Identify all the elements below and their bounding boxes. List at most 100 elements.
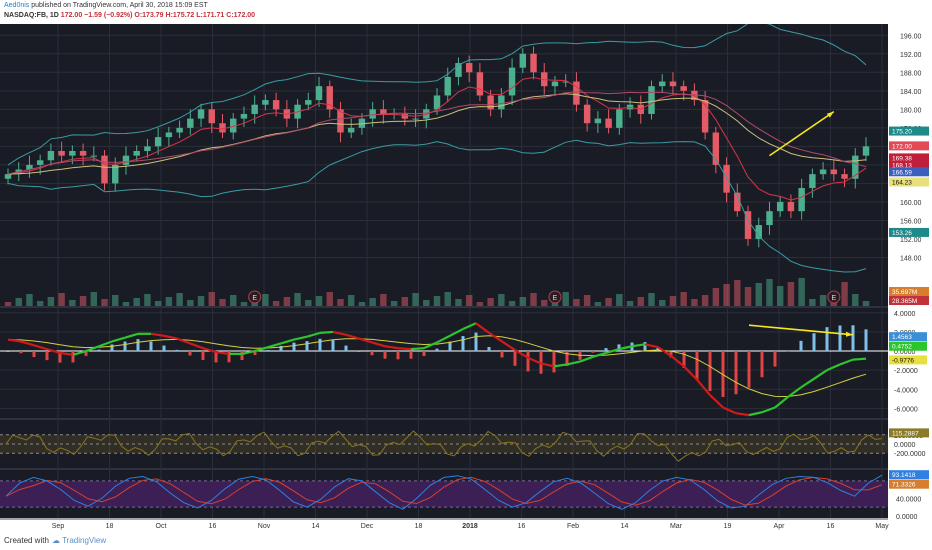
volume-bar <box>519 297 527 306</box>
macd-histogram-bar <box>708 351 712 392</box>
candle-body <box>240 113 248 119</box>
volume-bar <box>90 292 98 306</box>
volume-bar <box>787 282 795 306</box>
macd-histogram-bar <box>110 344 114 352</box>
macd-histogram-bar <box>396 351 400 360</box>
macd-line-segment <box>774 396 789 409</box>
macd-line-segment <box>722 406 737 415</box>
macd-histogram-bar <box>461 336 465 352</box>
macd-line-segment <box>592 351 607 358</box>
low-value: L:171.71 <box>196 12 225 19</box>
tradingview-logo[interactable]: ☁ TradingView <box>52 536 107 545</box>
candle-body <box>723 164 730 193</box>
macd-histogram-bar <box>786 351 790 353</box>
macd-histogram-bar <box>838 325 842 352</box>
macd-line-segment <box>696 379 711 396</box>
volume-bar <box>337 299 344 306</box>
volume-bar <box>755 283 762 306</box>
candle-body <box>508 67 516 96</box>
macd-line-segment <box>124 332 139 339</box>
macd-line-segment <box>761 406 776 414</box>
candle-body <box>605 118 612 128</box>
indicator-label-text: 93.1418 <box>892 472 916 479</box>
price-label-box <box>889 227 929 237</box>
y-tick-label: 4.0000 <box>894 311 916 318</box>
macd-line-segment <box>319 330 334 334</box>
price-label-text: 175.20 <box>892 129 912 136</box>
bollinger-lower <box>7 139 867 273</box>
macd-line-segment <box>527 356 542 365</box>
candle-body <box>852 155 859 179</box>
volume-bar <box>819 295 827 306</box>
macd-histogram-bar <box>149 341 153 352</box>
candle-body <box>798 188 805 212</box>
volume-bar <box>401 297 409 306</box>
candle-body <box>58 151 65 156</box>
macd-line-segment <box>332 330 347 336</box>
volume-bar <box>423 300 430 306</box>
volume-bar <box>305 300 312 306</box>
candle-body <box>766 211 773 226</box>
candle-body <box>26 164 33 170</box>
candle-body <box>79 151 87 156</box>
volume-bar <box>712 288 720 306</box>
volume-bar <box>476 302 484 306</box>
volume-bar <box>701 295 709 306</box>
macd-histogram-bar <box>409 351 413 359</box>
chart-area[interactable]: Sep 18 Oct 16 Nov 14 Dec 18 2018 16 Feb 14 Mar 19 Apr 1… <box>0 20 932 532</box>
macd-line-segment <box>33 344 48 351</box>
macd-histogram-bar <box>734 351 738 395</box>
price-label-box <box>889 153 929 163</box>
macd-histogram-bar <box>214 351 218 363</box>
candle-body <box>412 118 419 120</box>
candle-body <box>433 95 441 110</box>
macd-histogram-bar <box>851 325 855 352</box>
x-tick-label: Oct <box>156 523 167 530</box>
earnings-marker-label: E <box>831 295 836 302</box>
candle-body <box>133 151 140 156</box>
macd-histogram-bar <box>435 348 439 352</box>
volume-bar <box>240 302 248 306</box>
author-link[interactable]: Aed0nis <box>4 2 30 9</box>
candle-body <box>90 155 98 157</box>
indicator-label-box <box>889 332 927 342</box>
macd-histogram-bar <box>318 338 322 352</box>
volume-bar <box>176 293 183 306</box>
macd-line-segment <box>85 345 100 353</box>
y-tick-label: 0.0000 <box>894 349 916 356</box>
ema-fast-line <box>7 76 867 201</box>
candle-body <box>841 174 848 179</box>
y-tick-label: 0.0000 <box>894 442 916 449</box>
indicator-label-box <box>889 341 927 351</box>
volume-bar <box>648 293 655 306</box>
x-tick-label: 16 <box>827 523 835 530</box>
macd-line-segment <box>345 333 360 340</box>
macd-line-segment <box>475 322 490 334</box>
macd-histogram-bar <box>227 351 231 363</box>
indicator-label-box <box>889 355 927 365</box>
macd-line-segment <box>384 345 399 350</box>
candle-body <box>583 104 591 124</box>
candle-body <box>208 109 215 124</box>
indicator-label-box <box>889 428 929 438</box>
macd-histogram-bar <box>58 351 62 363</box>
macd-line-segment <box>358 337 373 344</box>
macd-histogram-bar <box>123 341 127 352</box>
volume-bar <box>326 292 333 306</box>
candle-body <box>36 160 44 165</box>
y-tick-label: 160.00 <box>900 200 922 207</box>
volume-bar <box>79 296 87 306</box>
y-tick-label: 180.00 <box>900 107 922 114</box>
volume-bar <box>637 297 644 306</box>
volume-bar <box>766 279 773 306</box>
indicator-label-text: 0.4752 <box>892 344 912 351</box>
macd-line-segment <box>254 346 269 353</box>
volume-bar <box>101 299 108 306</box>
volume-bar <box>798 278 805 306</box>
candle-body <box>744 211 752 239</box>
volume-bar <box>852 294 859 306</box>
candle-body <box>380 109 387 114</box>
price-label-box <box>889 167 929 177</box>
candle-body <box>272 100 280 110</box>
price-label-box <box>889 177 929 187</box>
